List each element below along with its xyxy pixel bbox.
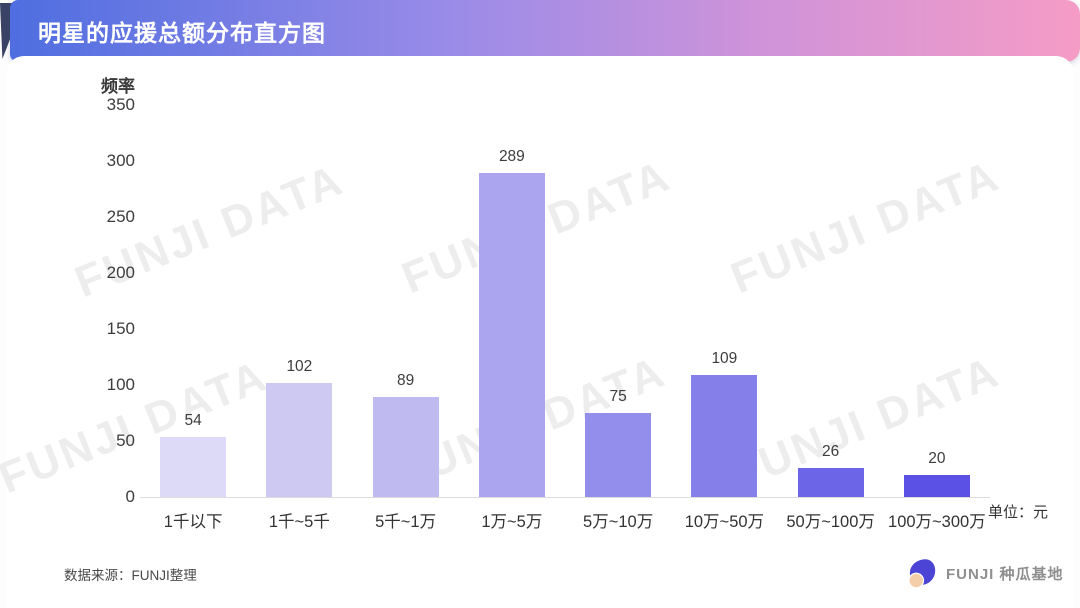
bar-value-label: 75 xyxy=(609,388,627,405)
y-tick-label: 200 xyxy=(106,263,135,282)
bar-value-label: 26 xyxy=(822,442,840,460)
y-tick-label: 150 xyxy=(106,319,135,338)
bar xyxy=(585,413,652,497)
bar xyxy=(478,173,545,497)
bar-value-label: 89 xyxy=(397,372,415,390)
y-tick-label: 50 xyxy=(116,431,135,450)
logo-peach-circle xyxy=(908,572,925,589)
brand-footer: FUNJI 种瓜基地 xyxy=(906,557,1064,589)
y-tick-label: 100 xyxy=(106,375,135,394)
unit-label: 单位：元 xyxy=(988,504,1049,521)
bar-value-label: 54 xyxy=(184,411,202,429)
x-tick-label: 50万~100万 xyxy=(786,513,875,531)
bar xyxy=(903,474,970,497)
x-tick-label: 10万~50万 xyxy=(684,513,765,531)
y-tick-label: 350 xyxy=(106,95,135,114)
y-tick-label: 300 xyxy=(106,151,135,170)
x-tick-label: 5千~1万 xyxy=(375,513,437,531)
bar-value-label: 289 xyxy=(498,148,525,166)
x-axis-line xyxy=(140,497,990,498)
y-tick-label: 250 xyxy=(106,207,135,226)
x-tick-label: 5万~10万 xyxy=(583,513,654,531)
bar xyxy=(797,467,864,497)
header-banner: 明星的应援总额分布直方图 xyxy=(10,0,1080,62)
funji-logo-icon xyxy=(908,559,936,589)
y-tick-label: 0 xyxy=(125,487,135,506)
x-tick-label: 1千以下 xyxy=(163,513,223,531)
y-axis-title: 频率 xyxy=(101,77,135,96)
brand-name: FUNJI 种瓜基地 xyxy=(946,565,1064,583)
bar-value-label: 109 xyxy=(711,349,738,367)
bar xyxy=(691,374,758,497)
x-tick-label: 1千~5千 xyxy=(268,513,330,531)
bar-value-label: 102 xyxy=(286,357,313,375)
x-tick-label: 100万~300万 xyxy=(888,513,986,531)
bar xyxy=(160,436,227,497)
bar xyxy=(372,397,439,497)
bar-value-label: 20 xyxy=(928,449,946,467)
data-source-note: 数据来源：FUNJI整理 xyxy=(64,568,197,583)
page-title: 明星的应援总额分布直方图 xyxy=(38,20,326,46)
bar xyxy=(266,382,333,497)
x-tick-label: 1万~5万 xyxy=(481,513,543,531)
